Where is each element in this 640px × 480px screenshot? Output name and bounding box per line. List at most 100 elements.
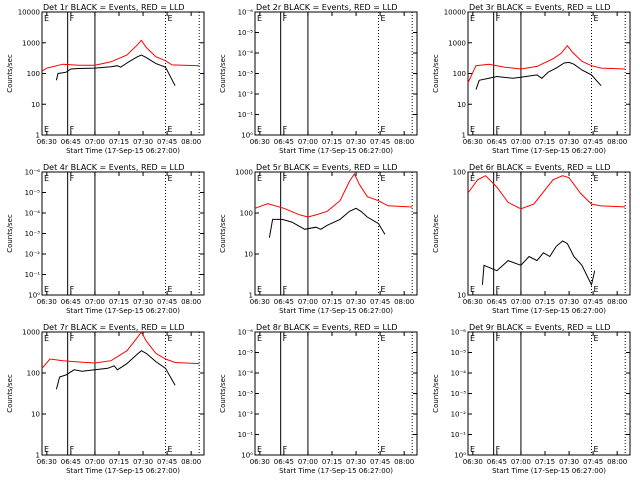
marker-label: E [257,125,262,134]
lld-series-line [41,331,200,369]
x-tick-label: 07:45 [157,458,177,466]
events-series-line [481,240,596,287]
y-tick-label: 1000 [22,39,40,47]
y-tick-label: 1000 [448,39,466,47]
y-tick-label: 1 [36,452,40,460]
marker-label: F [70,14,75,23]
x-tick-label: 07:30 [346,298,366,306]
marker-label: F [70,285,75,294]
y-tick-label: 10⁻³ [25,230,41,238]
chart-title: Det 8r BLACK = Events, RED = LLD [256,323,398,332]
x-tick-label: 06:30 [250,458,270,466]
marker-label: E [44,445,49,454]
marker-label: E [381,285,386,294]
chart-title: Det 3r BLACK = Events, RED = LLD [469,3,611,12]
y-tick-label: 10⁻⁵ [238,29,254,37]
y-tick-label: 100 [453,169,466,177]
chart-title: Det 4r BLACK = Events, RED = LLD [43,163,185,172]
y-tick-label: 10000 [18,9,40,17]
marker-label: E [381,14,386,23]
x-tick-label: 08:00 [607,138,627,146]
marker-label: F [283,285,288,294]
plot-frame [41,331,205,456]
y-axis-label: Counts/sec [219,54,227,93]
marker-label: F [283,125,288,134]
x-tick-label: 06:30 [463,298,483,306]
marker-label: F [283,445,288,454]
y-tick-label: 1 [249,292,253,300]
detector-chart-9: Det 9r BLACK = Events, RED = LLD 10⁰ 10⁻¹ 1… [432,323,631,475]
marker-label: F [70,125,75,134]
y-tick-label: 10⁻⁶ [238,9,254,17]
y-axis-label: Counts/sec [6,374,14,413]
x-tick-label: 06:45 [274,298,294,306]
lld-series-line [467,44,626,84]
x-tick-label: 07:00 [85,298,105,306]
x-tick-label: 07:30 [346,138,366,146]
y-tick-label: 10⁻¹ [238,111,254,119]
y-tick-label: 10⁻³ [451,390,467,398]
detector-chart-5: Det 5r BLACK = Events, RED = LLD 1 10 100 10… [219,163,418,315]
y-tick-label: 10 [31,101,40,109]
marker-label: F [496,14,501,23]
chart-title: Det 7r BLACK = Events, RED = LLD [43,323,185,332]
plot-frame [467,11,631,136]
marker-label: E [381,125,386,134]
y-axis-label: Counts/sec [6,214,14,253]
detector-chart-4: Det 4r BLACK = Events, RED = LLD 10⁰ 10⁻¹ 1… [6,163,205,315]
x-tick-label: 07:00 [511,138,531,146]
marker-label: F [496,334,501,343]
marker-label: E [44,174,49,183]
y-tick-label: 10 [31,411,40,419]
marker-label: F [70,334,75,343]
x-tick-label: 06:30 [463,458,483,466]
marker-label: E [594,334,599,343]
y-tick-label: 10⁻² [25,251,41,259]
y-axis-label: Counts/sec [6,54,14,93]
x-axis-label: Start Time (17-Sep-15 06:27:00) [66,307,180,315]
x-tick-label: 06:45 [61,458,81,466]
marker-label: F [496,445,501,454]
y-tick-label: 10⁰ [28,292,40,300]
marker-label: E [594,14,599,23]
marker-label: E [381,445,386,454]
plot-frame [254,11,418,136]
marker-label: F [496,125,501,134]
y-tick-label: 10⁻³ [238,70,254,78]
x-tick-label: 07:00 [85,458,105,466]
x-tick-label: 06:45 [61,138,81,146]
marker-label: E [470,334,475,343]
x-axis-label: Start Time (17-Sep-15 06:27:00) [279,147,393,155]
x-tick-label: 08:00 [181,138,201,146]
y-tick-label: 10⁰ [454,452,466,460]
marker-label: E [594,125,599,134]
marker-label: E [44,14,49,23]
detector-chart-1: Det 1r BLACK = Events, RED = LLD 1 10 100 10… [6,3,205,155]
marker-label: E [470,174,475,183]
y-tick-label: 1 [462,132,466,140]
x-tick-label: 07:15 [535,138,555,146]
marker-label: E [470,14,475,23]
x-tick-label: 07:45 [370,458,390,466]
x-tick-label: 06:45 [274,458,294,466]
detector-chart-8: Det 8r BLACK = Events, RED = LLD 10⁰ 10⁻¹ 1… [219,323,418,475]
y-tick-label: 100 [27,70,40,78]
chart-title: Det 1r BLACK = Events, RED = LLD [43,3,185,12]
x-tick-label: 06:45 [487,298,507,306]
y-tick-label: 10⁻¹ [451,431,467,439]
marker-label: F [283,174,288,183]
marker-label: E [168,445,173,454]
x-tick-label: 06:45 [487,458,507,466]
plot-frame [467,331,631,456]
marker-label: E [168,125,173,134]
x-tick-label: 07:30 [559,458,579,466]
x-tick-label: 07:15 [535,458,555,466]
x-tick-label: 07:45 [157,298,177,306]
x-tick-label: 06:45 [487,138,507,146]
x-tick-label: 07:15 [535,298,555,306]
y-tick-label: 10000 [444,9,466,17]
x-tick-label: 08:00 [607,298,627,306]
marker-label: E [381,174,386,183]
plot-frame [254,171,418,296]
marker-label: E [257,445,262,454]
